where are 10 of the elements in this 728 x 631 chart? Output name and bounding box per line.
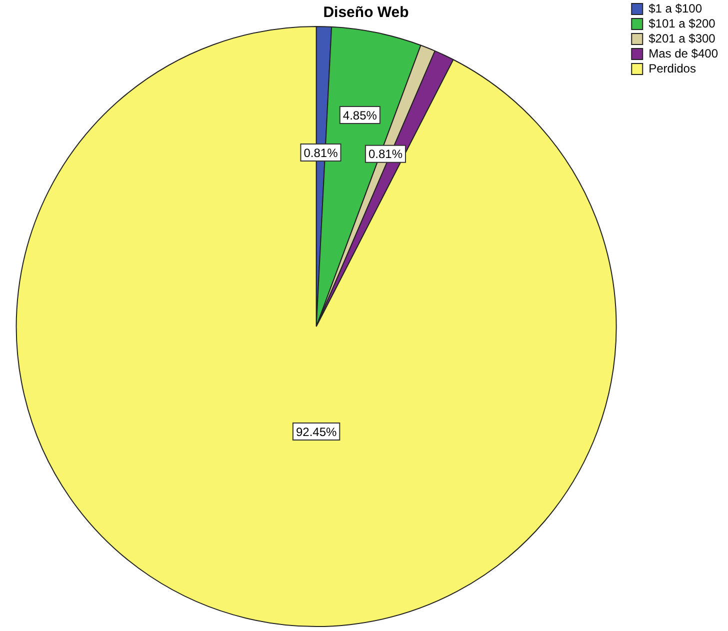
data-label: 92.45% [296,424,337,439]
legend-label: Perdidos [648,61,696,76]
legend-label: $201 a $300 [648,31,716,46]
data-label: 4.85% [342,108,378,122]
legend-label: Mas de $400 [648,46,718,60]
legend-label: $101 a $200 [648,16,716,30]
chart-title: Diseño Web [323,4,409,22]
data-label: 0.81% [368,147,403,162]
legend-label: $1 a $100 [648,1,702,16]
data-label: 0.81% [304,146,338,160]
